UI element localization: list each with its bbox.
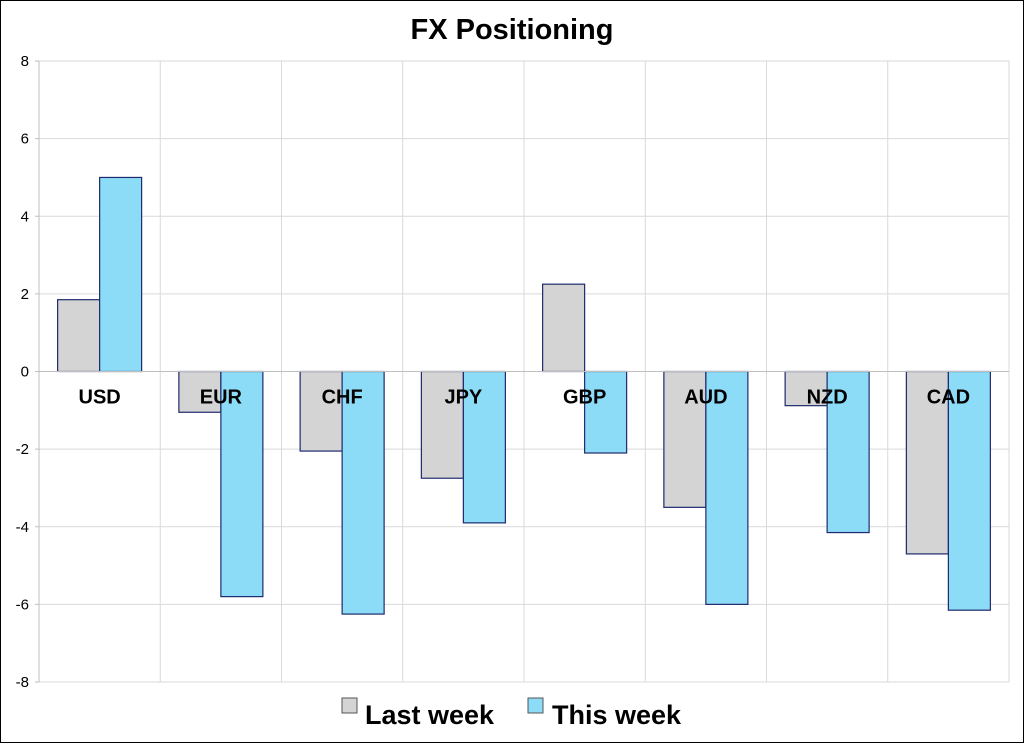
bars-layer: [57, 176, 991, 615]
bar-last-week-aud: [663, 370, 707, 508]
legend-swatch-last-week: [341, 697, 358, 714]
legend-swatch-this-week: [527, 697, 544, 714]
bar-last-week-usd: [57, 299, 101, 373]
category-labels: USD EUR CHF JPY GBP AUD NZD CAD: [79, 387, 971, 409]
y-tick-label: 4: [21, 208, 29, 225]
bar-this-week-cad: [947, 370, 991, 611]
legend: Last week This week: [341, 697, 682, 730]
category-label-nzd: NZD: [807, 387, 848, 409]
y-tick-label: -6: [16, 596, 29, 613]
bar-last-week-gbp: [542, 283, 586, 373]
y-tick-label: -8: [16, 674, 29, 691]
category-label-eur: EUR: [200, 387, 243, 409]
bar-last-week-jpy: [420, 370, 464, 479]
category-label-gbp: GBP: [563, 387, 606, 409]
category-label-aud: AUD: [684, 387, 727, 409]
bar-this-week-aud: [705, 370, 749, 605]
y-tick-label: 2: [21, 286, 29, 303]
bar-this-week-nzd: [826, 370, 870, 534]
bar-this-week-eur: [220, 370, 264, 598]
y-tick-label: -4: [16, 519, 29, 536]
category-label-cad: CAD: [927, 387, 970, 409]
chart-title: FX Positioning: [411, 14, 614, 46]
y-tick-label: 8: [21, 53, 29, 70]
bar-this-week-gbp: [584, 370, 628, 454]
y-tick-label: 0: [21, 364, 29, 381]
legend-label-this-week: This week: [552, 700, 682, 730]
bar-last-week-chf: [299, 370, 343, 452]
category-label-chf: CHF: [322, 387, 363, 409]
category-label-usd: USD: [79, 387, 121, 409]
axis-layer: 8 6 4 2 0 -2 -4 -6 -8: [16, 53, 1009, 691]
bar-this-week-usd: [99, 176, 143, 373]
bar-this-week-jpy: [462, 370, 506, 524]
bar-this-week-chf: [341, 370, 385, 615]
legend-label-last-week: Last week: [365, 700, 495, 730]
category-label-jpy: JPY: [444, 387, 482, 409]
y-tick-label: 6: [21, 131, 29, 148]
y-tick-label: -2: [16, 441, 29, 458]
